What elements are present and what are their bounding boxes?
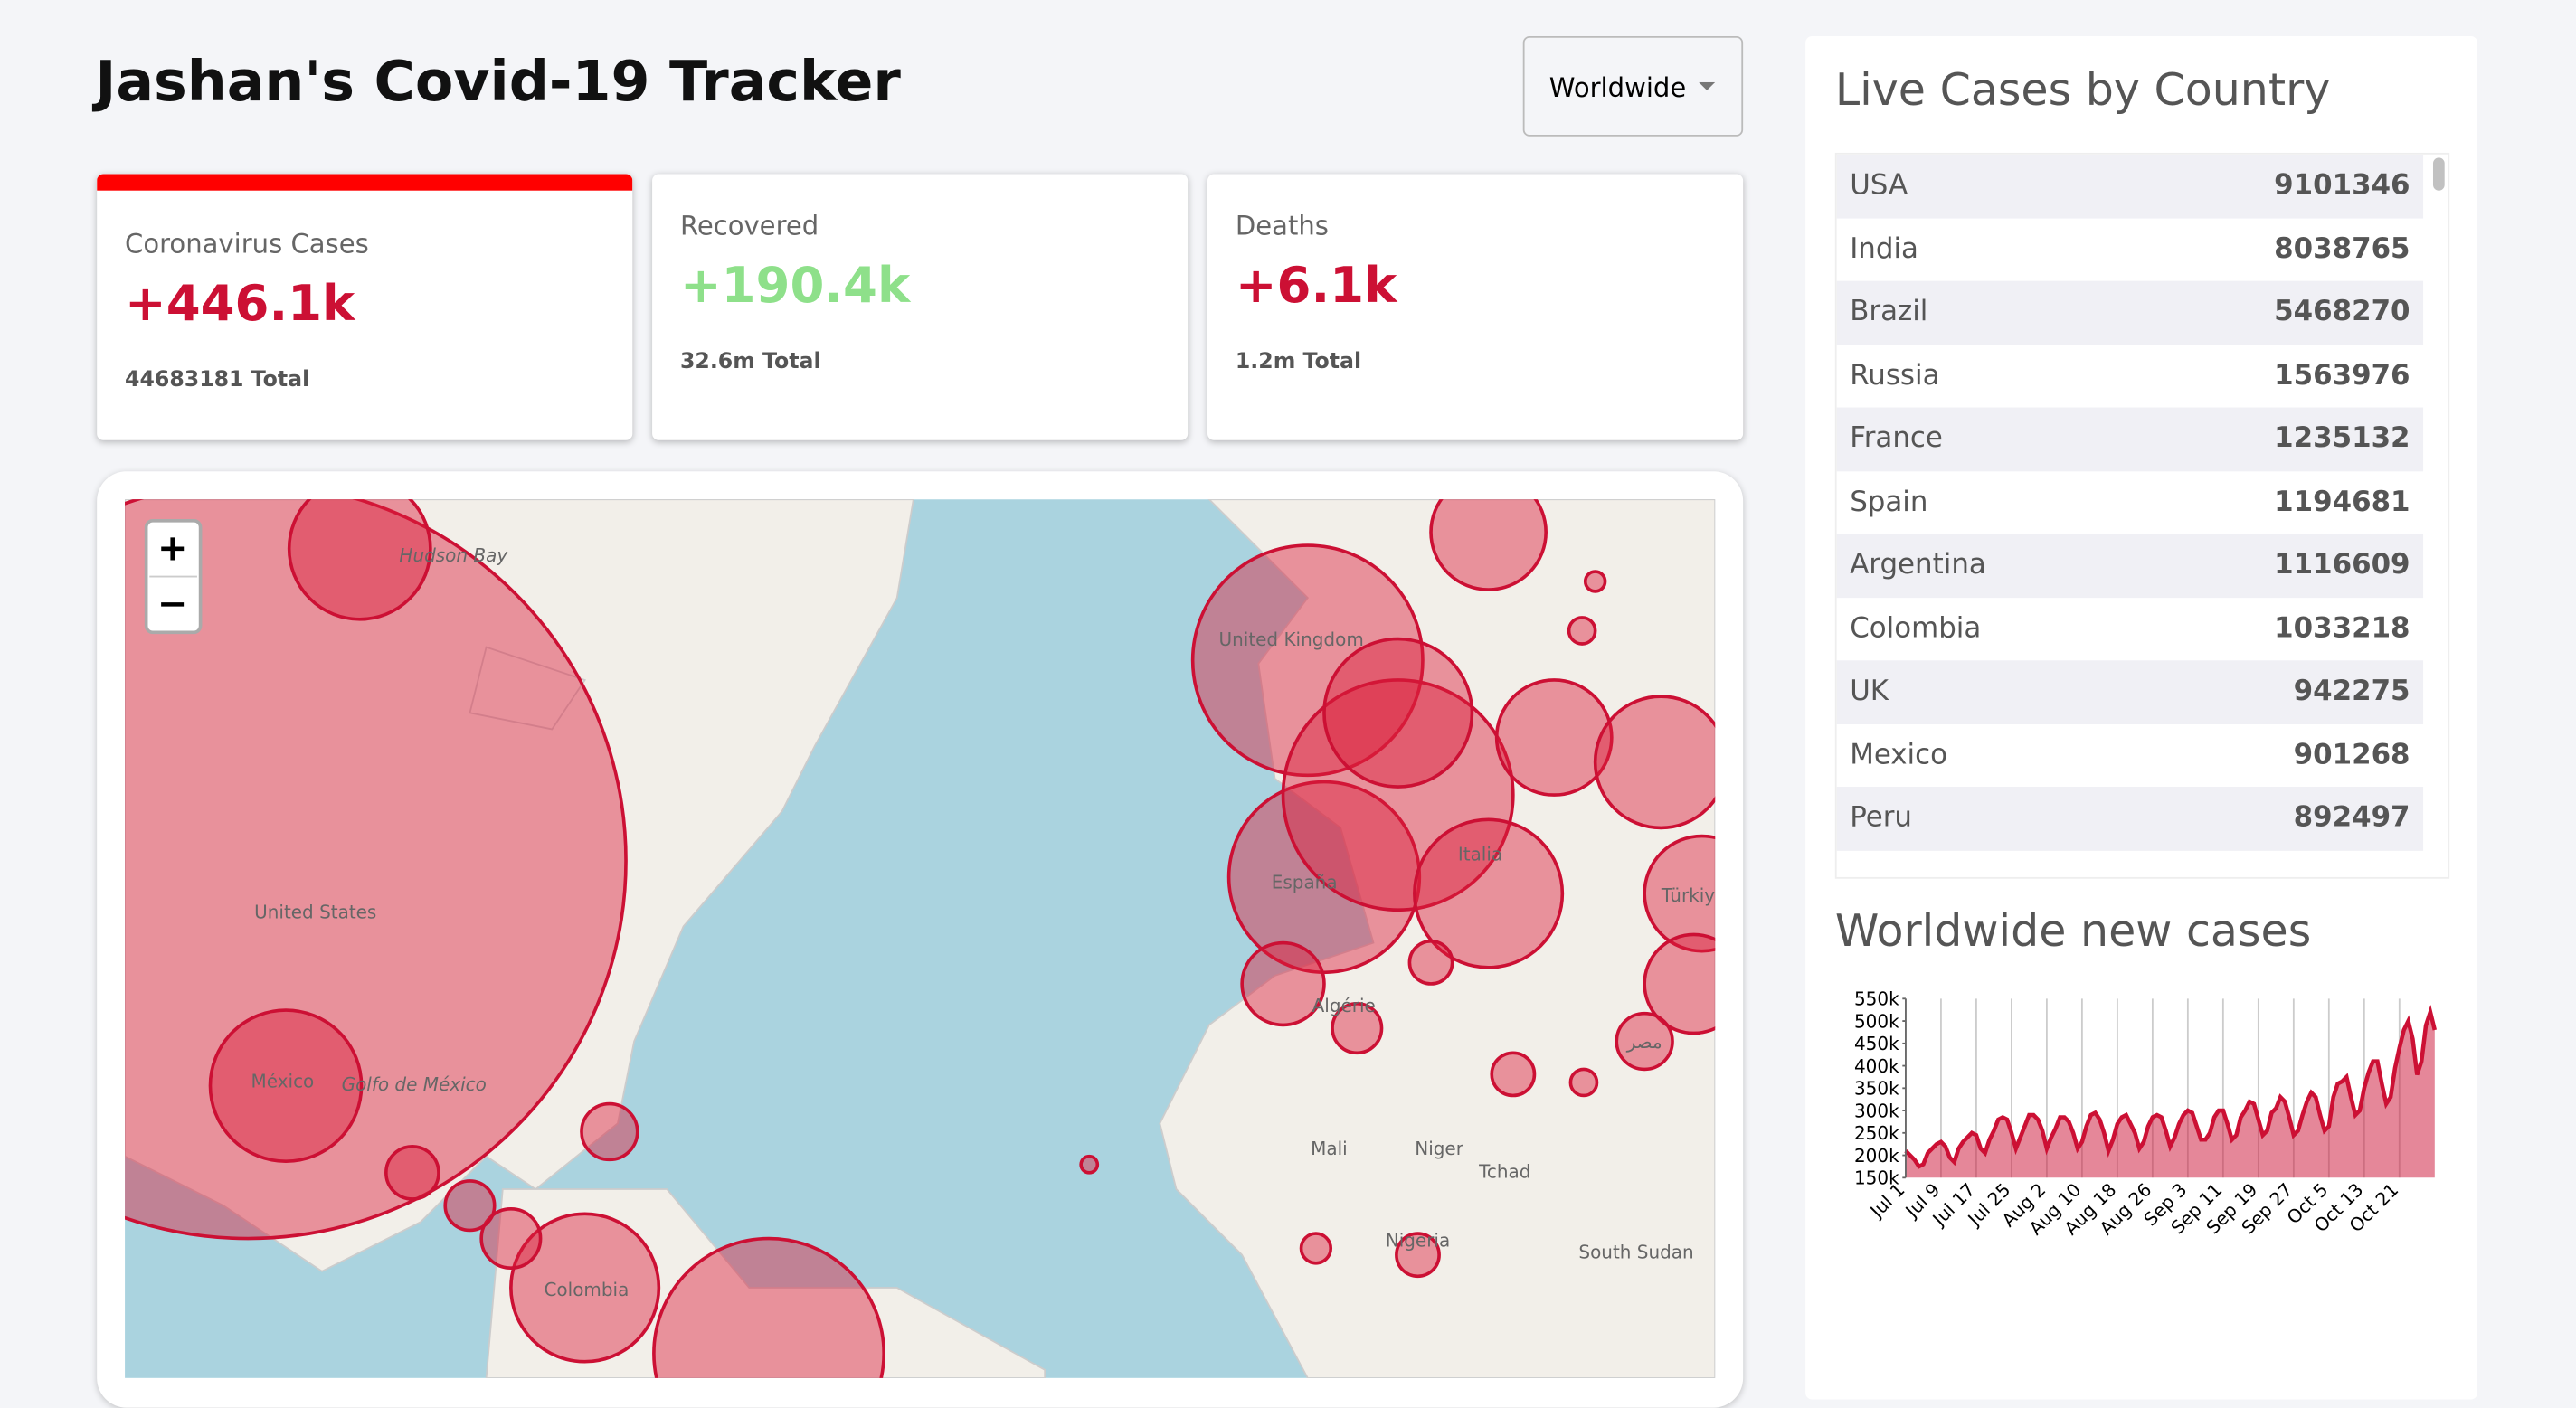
y-tick-label: 450k [1854,1033,1899,1054]
country-cases: 901268 [2293,738,2410,771]
zoom-out[interactable]: − [157,583,187,625]
stat-label: Deaths [1235,210,1329,242]
y-tick-label: 150k [1854,1167,1899,1189]
table-row: France 1235132 [1836,407,2424,471]
active-bar [97,174,633,191]
country-table[interactable]: Peru 892497 Mexico 901268 UK 942275 Colombia 10… [1834,152,2450,879]
country-cases: 1033218 [2274,611,2410,645]
new-cases-chart: 150k200k250k300k350k400k450k500k550kJul … [1854,988,2438,1239]
map-label: South Sudan [1578,1241,1693,1262]
stat-total: 44683181 Total [125,367,310,393]
page: Jashan's Covid-19 Tracker Worldwide Coro… [95,35,2478,1408]
map-label: Golfo de México [342,1073,487,1095]
chart-title: Worldwide new cases [1834,906,2312,958]
map-label: Tchad [1478,1160,1530,1182]
country-name: UK [1850,675,1889,708]
app: Jashan's Covid-19 Tracker Worldwide Coro… [95,35,2478,1408]
dropdown-value: Worldwide [1548,71,1687,104]
stat-card[interactable]: Deaths +6.1k 1.2m Total [1208,174,1744,440]
stat-label: Coronavirus Cases [125,228,369,260]
country-name: Brazil [1850,295,1928,329]
stat-card[interactable]: Recovered +190.4k 32.6m Total [652,174,1189,440]
table-row: Peru 892497 [1836,787,2424,850]
stat-card[interactable]: Coronavirus Cases +446.1k 44683181 Total [97,174,633,440]
map-label: México [251,1070,315,1091]
table-row: Brazil 5468270 [1836,280,2424,345]
line [1904,1004,2438,1169]
map-label: Italia [1458,844,1502,865]
y-tick-label: 350k [1854,1078,1899,1100]
y-tick-label: 200k [1854,1145,1899,1167]
country-cases: 8038765 [2274,232,2410,266]
y-tick-label: 550k [1854,988,1899,1010]
y-tick-label: 250k [1854,1122,1899,1144]
country-dropdown[interactable]: Worldwide [1522,35,1744,137]
country-cases: 1116609 [2274,548,2410,581]
map-label: Türkiye [1661,884,1715,906]
table-row: India 8038765 [1836,217,2424,281]
table-row: Mexico 901268 [1836,723,2424,788]
table-row: UK 942275 [1836,660,2424,724]
zoom-controls: + − [144,518,203,635]
map-label: España [1272,872,1338,893]
map-label: Algérie [1312,995,1376,1016]
table-row: Spain 1194681 [1836,470,2424,534]
area [1905,1012,2435,1178]
table-row: Argentina 1116609 [1836,534,2424,598]
map[interactable]: United States México Golfo de México Hud… [125,499,1716,1378]
stat-today: +190.4k [679,258,911,316]
country-name: France [1850,421,1943,456]
country-name: Mexico [1850,738,1948,771]
stat-label: Recovered [679,210,819,242]
zoom-in[interactable]: + [157,527,187,569]
country-name: Spain [1850,485,1928,519]
country-cases: 9101346 [2274,169,2410,203]
country-name: India [1850,232,1918,266]
scrollbar [2432,157,2445,191]
country-name: USA [1850,169,1908,203]
country-cases: 1194681 [2274,485,2410,519]
y-tick-label: 500k [1854,1010,1899,1032]
y-tick-label: 400k [1854,1055,1899,1077]
country-cases: 892497 [2293,801,2410,835]
app-title: Jashan's Covid-19 Tracker [95,49,901,116]
table-title: Live Cases by Country [1834,65,2331,117]
country-name: Colombia [1850,611,1982,645]
stat-total: 32.6m Total [679,349,821,375]
country-name: Peru [1850,801,1912,835]
stat-today: +6.1k [1235,258,1397,316]
table-row: Colombia 1033218 [1836,597,2424,661]
country-cases: 1235132 [2274,421,2410,456]
stat-total: 1.2m Total [1235,349,1362,375]
map-label: Hudson Bay [399,544,508,566]
map-label: Colombia [545,1279,630,1300]
table-row: Russia 1563976 [1836,344,2424,408]
country-name: Argentina [1850,548,1986,581]
country-cases: 1563976 [2274,358,2410,392]
map-label: مصر [1626,1031,1662,1053]
dropdown-caret [1699,81,1716,90]
map-label: United Kingdom [1218,628,1363,650]
map-label: Nigeria [1386,1230,1450,1252]
map-label: United States [254,901,376,922]
country-cases: 5468270 [2274,295,2410,329]
y-tick-label: 300k [1854,1100,1899,1121]
table-row: USA 9101346 [1836,154,2424,218]
stat-today: +446.1k [125,276,355,334]
map-label: Niger [1415,1138,1463,1159]
map-label: Mali [1311,1138,1348,1159]
country-name: Russia [1850,358,1940,392]
country-cases: 942275 [2293,675,2410,708]
